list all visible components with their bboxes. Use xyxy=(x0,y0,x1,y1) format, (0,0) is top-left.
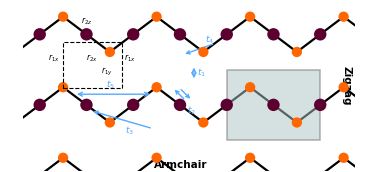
Text: $r_{1y}$: $r_{1y}$ xyxy=(101,66,113,78)
Point xyxy=(247,156,253,159)
Text: $t_2$: $t_2$ xyxy=(187,105,196,117)
Point xyxy=(341,156,347,159)
Bar xyxy=(63,42,122,88)
Point xyxy=(60,156,66,159)
Point xyxy=(130,33,136,36)
Point xyxy=(60,15,66,18)
Point xyxy=(153,86,160,89)
Point xyxy=(84,104,90,106)
Text: Armchair: Armchair xyxy=(154,160,208,170)
Point xyxy=(224,104,230,106)
Point xyxy=(224,33,230,36)
Point xyxy=(271,104,277,106)
Text: $t_4$: $t_4$ xyxy=(205,33,215,46)
Point xyxy=(294,121,300,124)
Point xyxy=(317,33,323,36)
Text: $t_3$: $t_3$ xyxy=(125,125,134,137)
Text: $r_{1x}$: $r_{1x}$ xyxy=(48,52,60,63)
Point xyxy=(130,104,136,106)
Text: $r_{2x}$: $r_{2x}$ xyxy=(86,52,98,63)
Point xyxy=(271,33,277,36)
Point xyxy=(341,86,347,89)
Point xyxy=(177,33,183,36)
Point xyxy=(247,15,253,18)
Point xyxy=(177,104,183,106)
Point xyxy=(37,104,43,106)
Point xyxy=(153,156,160,159)
Point xyxy=(341,15,347,18)
Text: $t_5$: $t_5$ xyxy=(106,78,115,91)
Point xyxy=(60,86,66,89)
Point xyxy=(317,104,323,106)
Point xyxy=(200,121,206,124)
Point xyxy=(37,33,43,36)
Text: Zigzag: Zigzag xyxy=(341,66,352,106)
Text: $r_{2z}$: $r_{2z}$ xyxy=(81,15,92,27)
Point xyxy=(153,15,160,18)
Point xyxy=(200,51,206,53)
Point xyxy=(107,51,113,53)
Point xyxy=(247,86,253,89)
Text: $t_1$: $t_1$ xyxy=(197,67,206,79)
Bar xyxy=(227,70,320,140)
Point xyxy=(107,121,113,124)
Point xyxy=(294,51,300,53)
Point xyxy=(84,33,90,36)
Text: $r_{1x}$: $r_{1x}$ xyxy=(124,52,136,63)
